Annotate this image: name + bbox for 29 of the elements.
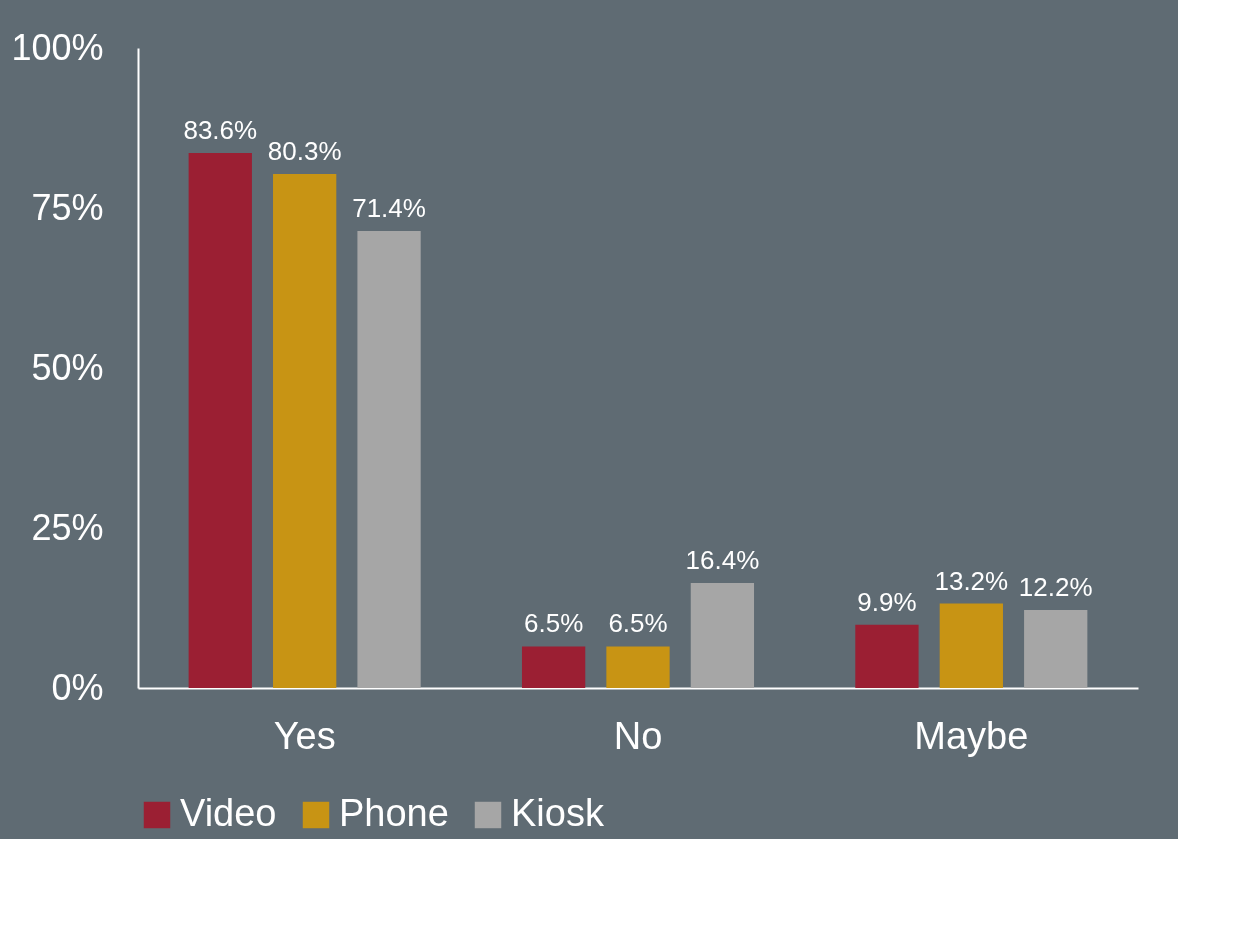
x-tick-label: Yes	[273, 714, 336, 757]
legend-label: Video	[180, 792, 277, 834]
data-label: 13.2%	[934, 565, 1009, 596]
y-tick-label: 100%	[11, 26, 104, 68]
data-label: 16.4%	[685, 545, 760, 576]
y-tick-label: 25%	[31, 506, 104, 548]
y-tick-label: 50%	[31, 346, 104, 388]
data-label: 12.2%	[1018, 571, 1093, 602]
bar	[188, 152, 252, 688]
data-label: 71.4%	[352, 193, 426, 224]
bar	[273, 174, 337, 688]
bar	[521, 646, 586, 688]
bar	[690, 583, 755, 688]
data-label: 6.5%	[608, 608, 668, 639]
bar	[1024, 609, 1088, 688]
data-label: 6.5%	[523, 608, 584, 639]
data-label: 80.3%	[267, 136, 342, 167]
y-tick-label: 0%	[51, 666, 104, 708]
y-tick-label: 75%	[31, 186, 104, 228]
legend-label: Kiosk	[511, 792, 605, 834]
x-tick-label: Maybe	[914, 714, 1029, 757]
data-label: 83.6%	[183, 114, 258, 145]
bar	[939, 603, 1003, 688]
legend-label: Phone	[339, 792, 449, 834]
x-tick-label: No	[613, 714, 663, 757]
bar	[357, 231, 421, 688]
bar	[855, 624, 919, 688]
data-label: 9.9%	[857, 586, 917, 617]
bar	[606, 646, 670, 688]
